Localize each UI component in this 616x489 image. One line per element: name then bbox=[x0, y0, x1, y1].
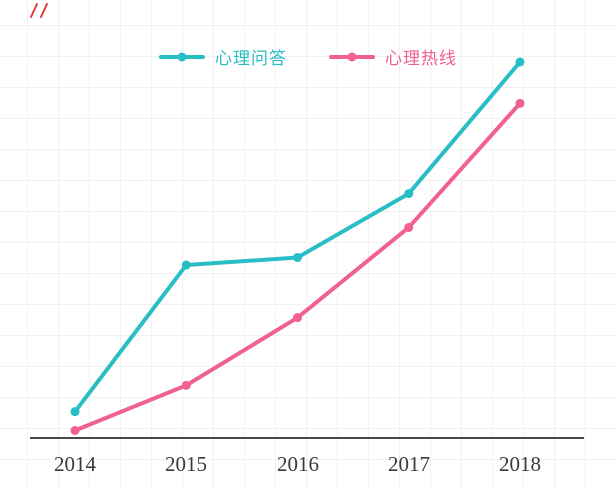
hotline-point-2014 bbox=[70, 425, 80, 435]
hotline-point-2016 bbox=[293, 313, 302, 323]
legend: 心理问答 心理热线 bbox=[0, 44, 616, 69]
qa-point-2017 bbox=[404, 189, 414, 199]
qa-series-line bbox=[73, 60, 522, 414]
hotline-line-swatch bbox=[329, 52, 375, 61]
qa-point-2015 bbox=[181, 260, 191, 270]
qa-swatch-dot bbox=[177, 52, 187, 61]
x-tick-2017: 2017 bbox=[388, 452, 430, 476]
hotline-point-2018 bbox=[515, 98, 525, 108]
qa-point-2016 bbox=[293, 253, 302, 263]
qa-line-swatch bbox=[159, 52, 205, 61]
legend-item-hotline: 心理热线 bbox=[329, 44, 457, 69]
x-tick-2018: 2018 bbox=[499, 452, 541, 476]
legend-label-qa: 心理问答 bbox=[215, 49, 287, 68]
hotline-point-2017 bbox=[404, 222, 414, 232]
qa-point-2018 bbox=[515, 57, 525, 67]
x-tick-2015: 2015 bbox=[165, 452, 207, 476]
qa-point-2014 bbox=[70, 407, 80, 417]
hotline-swatch-dot bbox=[347, 52, 357, 61]
x-tick-2016: 2016 bbox=[277, 452, 319, 476]
legend-item-qa: 心理问答 bbox=[159, 44, 287, 69]
hotline-point-2015 bbox=[181, 380, 191, 390]
hotline-series-line bbox=[73, 101, 522, 433]
legend-label-hotline: 心理热线 bbox=[385, 49, 457, 68]
corner-mark bbox=[30, 3, 48, 18]
x-tick-2014: 2014 bbox=[54, 452, 96, 476]
